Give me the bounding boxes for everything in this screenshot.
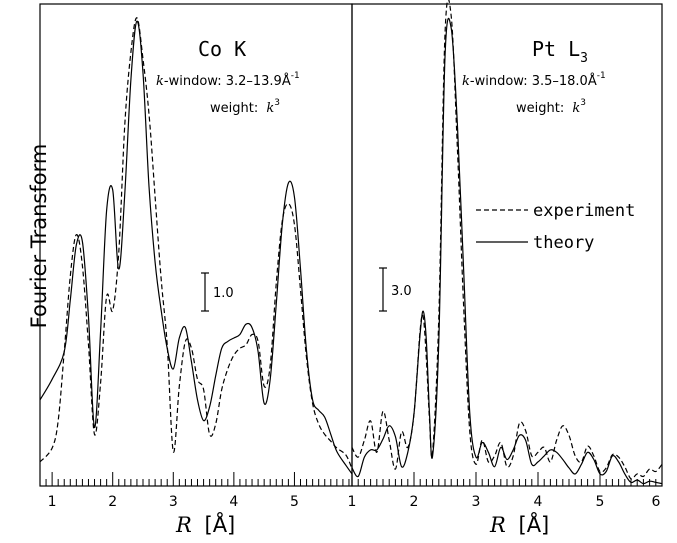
co-k-curves bbox=[39, 17, 353, 475]
co-k-x-tick-label: 2 bbox=[108, 494, 117, 510]
co-k-window-label: k-window: 3.2–13.9Å-1 bbox=[156, 71, 300, 89]
legend-theory-label: theory bbox=[533, 233, 594, 253]
pt-l3-edge-text: Pt L bbox=[532, 37, 580, 61]
legend-experiment-label: experiment bbox=[533, 201, 635, 221]
pt-l3-window-exp: -1 bbox=[597, 71, 606, 81]
co-k-window-text: -window: 3.2–13.9Å bbox=[164, 73, 291, 89]
pt-l3-window-text: -window: 3.5–18.0Å bbox=[470, 73, 597, 89]
pt-l3-edge-title: Pt L3 bbox=[532, 37, 588, 66]
pt-l3-x-tick-label: 2 bbox=[410, 494, 419, 510]
legend: experiment theory bbox=[476, 201, 635, 253]
pt-l3-scale-bar-label: 3.0 bbox=[391, 284, 412, 299]
pt-l3-x-unit: [Å] bbox=[519, 511, 550, 537]
pt-l3-x-ticks: 1 2 3 4 5 6 bbox=[348, 472, 663, 510]
pt-l3-theory-curve bbox=[351, 17, 663, 485]
pt-l3-scale-bar: 3.0 bbox=[379, 267, 412, 312]
co-k-x-tick-label: 3 bbox=[169, 494, 178, 510]
co-k-x-tick-label: 1 bbox=[48, 494, 57, 510]
co-k-x-axis-label: R [Å] bbox=[175, 511, 235, 537]
pt-l3-weight-label: weight: k3 bbox=[516, 98, 586, 116]
pt-l3-x-tick-label: 5 bbox=[596, 494, 605, 510]
co-k-experiment-curve bbox=[39, 17, 353, 470]
co-k-scale-bar: 1.0 bbox=[201, 272, 234, 312]
co-k-x-unit: [Å] bbox=[205, 511, 236, 537]
co-k-edge-title: Co K bbox=[198, 37, 246, 61]
co-k-panel: Co K k-window: 3.2–13.9Å-1 weight: k3 1.… bbox=[39, 3, 353, 537]
co-k-theory-curve bbox=[39, 20, 353, 475]
pt-l3-weight-text: weight: bbox=[516, 101, 564, 116]
co-k-scale-bar-label: 1.0 bbox=[213, 286, 234, 301]
pt-l3-edge-sub: 3 bbox=[580, 51, 588, 66]
co-k-window-exp: -1 bbox=[291, 71, 300, 81]
pt-l3-x-tick-label: 1 bbox=[348, 494, 357, 510]
pt-l3-curves bbox=[351, 0, 663, 485]
co-k-weight-text: weight: bbox=[210, 101, 258, 116]
pt-l3-panel: Pt L3 k-window: 3.5–18.0Å-1 weight: k3 3… bbox=[348, 0, 663, 537]
co-k-x-tick-label: 5 bbox=[290, 494, 299, 510]
co-k-x-tick-label: 4 bbox=[229, 494, 238, 510]
pt-l3-x-tick-label: 6 bbox=[652, 494, 661, 510]
co-k-weight-label: weight: k3 bbox=[210, 98, 280, 116]
pt-l3-x-tick-label: 4 bbox=[534, 494, 543, 510]
pt-l3-x-tick-label: 3 bbox=[472, 494, 481, 510]
pt-l3-experiment-curve bbox=[351, 0, 663, 480]
pt-l3-window-label: k-window: 3.5–18.0Å-1 bbox=[462, 71, 606, 89]
pt-l3-x-axis-label: R [Å] bbox=[489, 511, 549, 537]
y-axis-label: Fourier Transform bbox=[27, 144, 51, 329]
co-k-x-ticks: 1 2 3 4 5 bbox=[39, 472, 350, 510]
